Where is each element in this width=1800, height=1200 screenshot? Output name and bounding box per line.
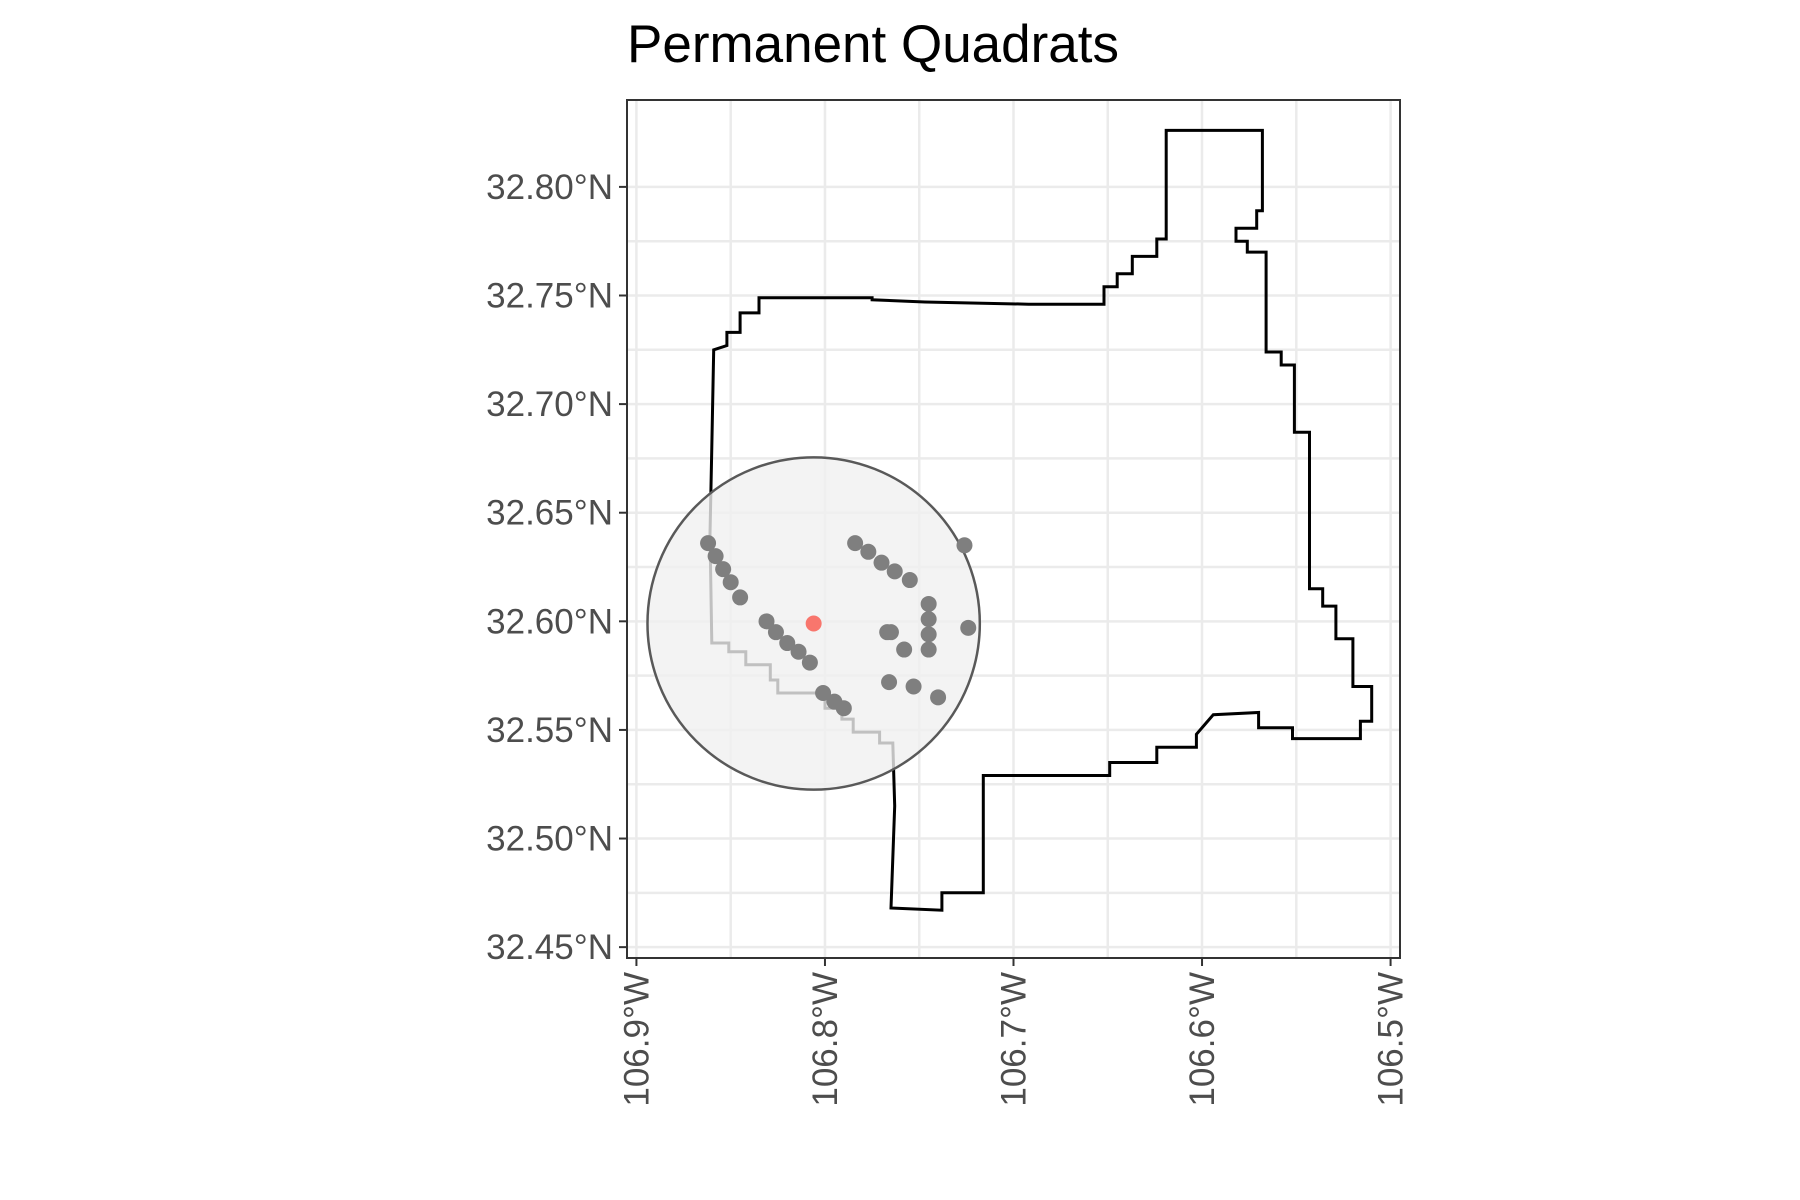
quadrat-point	[930, 689, 947, 706]
quadrat-point	[715, 561, 732, 578]
quadrat-point	[882, 624, 899, 641]
quadrat-point	[815, 684, 832, 701]
y-tick-label: 32.45°N	[486, 928, 613, 967]
quadrat-point	[758, 613, 775, 630]
quadrat-point	[901, 572, 918, 589]
quadrat-point	[886, 563, 903, 580]
y-tick-label: 32.80°N	[486, 168, 613, 207]
x-tick-label: 106.6°W	[1183, 972, 1222, 1107]
map-title: Permanent Quadrats	[627, 15, 1119, 74]
quadrat-point	[767, 624, 784, 641]
y-tick-label: 32.75°N	[486, 276, 613, 315]
quadrat-point	[779, 635, 796, 652]
quadrat-point	[960, 619, 977, 636]
x-tick-label: 106.5°W	[1372, 972, 1411, 1107]
y-tick-label: 32.60°N	[486, 602, 613, 641]
gridlines	[627, 100, 1400, 958]
y-tick-label: 32.50°N	[486, 820, 613, 859]
quadrat-point	[847, 535, 864, 552]
quadrat-point	[801, 654, 818, 671]
quadrat-point	[956, 537, 973, 554]
quadrat-point	[707, 548, 724, 565]
quadrat-point	[896, 641, 913, 658]
quadrat-point	[905, 678, 922, 695]
y-tick-label: 32.55°N	[486, 711, 613, 750]
quadrat-point	[920, 641, 937, 658]
x-tick-label: 106.8°W	[806, 972, 845, 1107]
quadrat-point	[732, 589, 749, 606]
x-tick-label: 106.7°W	[995, 972, 1034, 1107]
y-tick-label: 32.65°N	[486, 494, 613, 533]
map-panel	[646, 128, 1374, 912]
quadrat-point	[835, 700, 852, 717]
quadrat-point	[790, 643, 807, 660]
quadrat-point	[881, 674, 898, 691]
axes: 32.80°N 32.75°N 32.70°N 32.65°N 32.60°N 32.55…	[486, 168, 1410, 1107]
y-tick-label: 32.70°N	[486, 385, 613, 424]
quadrat-point	[873, 554, 890, 571]
quadrat-point	[860, 543, 877, 560]
quadrat-point	[722, 574, 739, 591]
quadrat-point	[920, 611, 937, 628]
center-point	[805, 615, 822, 632]
quadrat-point	[920, 595, 937, 612]
x-tick-label: 106.9°W	[617, 972, 656, 1107]
quadrat-point	[920, 626, 937, 643]
quadrat-point	[700, 535, 717, 552]
